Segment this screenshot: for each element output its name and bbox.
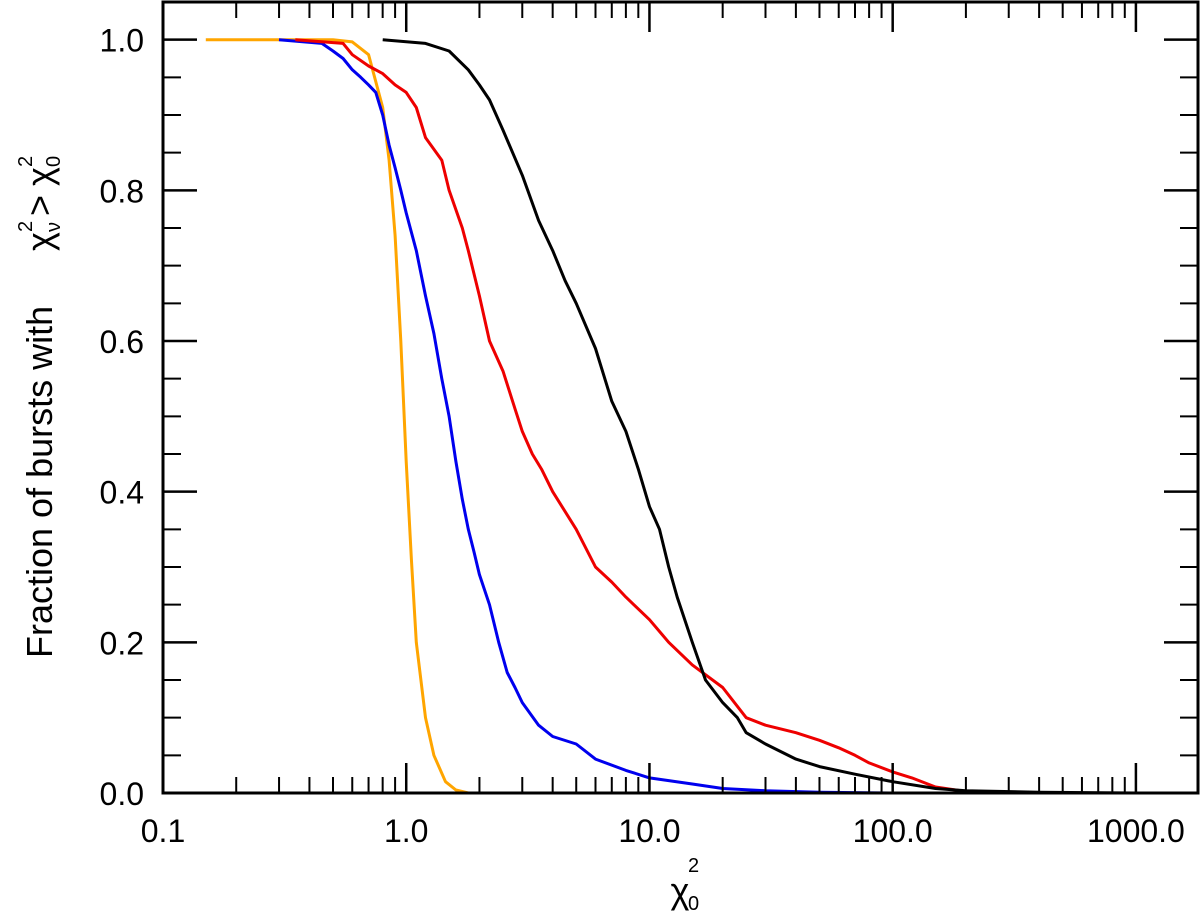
y-axis-prefix: Fraction of bursts with <box>19 306 60 658</box>
y-tick-label-5: 1.0 <box>100 23 144 59</box>
series-layer <box>205 38 1136 795</box>
x-tick-label-2: 10.0 <box>618 813 680 849</box>
x-axis-title: χ <box>671 870 690 911</box>
x-axis-superscript: 2 <box>688 855 699 877</box>
ticks-layer <box>161 2 1198 795</box>
y-tick-label-4: 0.8 <box>100 173 144 209</box>
x-tick-label-1: 1.0 <box>384 813 428 849</box>
tick-labels: 0.1 1.0 10.0 100.0 1000.0 0.0 0.2 0.4 0.6 0.8 1.0 <box>100 23 1185 849</box>
plot-frame <box>161 0 1200 795</box>
y-axis-title: Fraction of bursts with χ 2 ν > χ 2 0 <box>15 156 65 658</box>
svg-text:Fraction of bursts with: Fraction of bursts with <box>19 306 60 658</box>
series-line-0 <box>205 38 503 795</box>
y-tick-label-3: 0.6 <box>100 324 144 360</box>
y-tick-label-0: 0.0 <box>100 776 144 812</box>
series-line-1 <box>278 38 1040 795</box>
y-axis-rhs-subscript: 0 <box>43 156 65 167</box>
y-axis-lhs-superscript: 2 <box>15 221 37 232</box>
x-tick-label-4: 1000.0 <box>1087 813 1185 849</box>
x-tick-label-3: 100.0 <box>853 813 933 849</box>
y-axis-rhs-symbol: χ <box>19 167 60 186</box>
y-axis-lhs-subscript: ν <box>43 222 65 232</box>
y-tick-label-1: 0.2 <box>100 625 144 661</box>
x-tick-label-0: 0.1 <box>141 813 185 849</box>
series-line-2 <box>295 38 1136 795</box>
y-axis-rhs-superscript: 2 <box>15 156 37 167</box>
y-tick-label-2: 0.4 <box>100 475 144 511</box>
x-axis-symbol: χ <box>671 870 690 911</box>
series-line-3 <box>382 38 1136 795</box>
x-axis-subscript: 0 <box>688 893 699 915</box>
y-axis-lhs-symbol: χ <box>19 232 60 251</box>
y-axis-relation: > <box>19 195 60 216</box>
